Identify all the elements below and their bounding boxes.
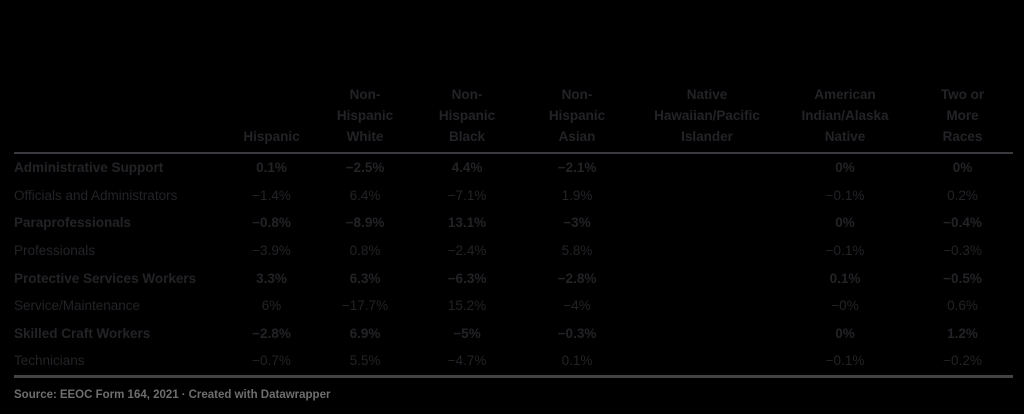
row-label: Professionals bbox=[14, 243, 96, 259]
cell: −17.7% bbox=[341, 298, 389, 314]
cell: 6.4% bbox=[349, 187, 381, 203]
cell: −8.9% bbox=[345, 215, 385, 231]
cell: −0.3% bbox=[557, 325, 597, 341]
column-header-hispanic[interactable]: Hispanic bbox=[243, 129, 300, 144]
cell: −3% bbox=[563, 215, 591, 231]
cell: −2.4% bbox=[447, 243, 487, 259]
cell: −1.4% bbox=[252, 187, 291, 203]
cell: −0.3% bbox=[943, 243, 982, 259]
cell: −0.2% bbox=[943, 353, 982, 369]
cell: 15.2% bbox=[447, 298, 487, 314]
cell: 4.4% bbox=[451, 160, 483, 176]
cell: −2.1% bbox=[557, 160, 597, 176]
column-header-non-hispanic-white[interactable]: Non- Hispanic White bbox=[336, 87, 394, 144]
cell: 1.2% bbox=[947, 325, 978, 341]
column-header-two-or-more-races[interactable]: Two or More Races bbox=[940, 87, 985, 144]
table-row: Protective Services Workers 3.3% 6.3% −6… bbox=[14, 264, 1013, 292]
row-label: Skilled Craft Workers bbox=[14, 325, 151, 341]
table-row: Skilled Craft Workers −2.8% 6.9% −5% −0.… bbox=[14, 320, 1013, 348]
table-row: Paraprofessionals −0.8% −8.9% 13.1% −3% … bbox=[14, 209, 1013, 237]
datawrapper-credit-link[interactable]: Created with Datawrapper bbox=[188, 389, 331, 401]
row-label: Protective Services Workers bbox=[14, 270, 197, 286]
cell: −4.7% bbox=[447, 353, 487, 369]
cell: −0% bbox=[831, 298, 859, 314]
cell: 0.1% bbox=[561, 353, 593, 369]
source-label: Source: bbox=[14, 389, 57, 401]
table-header-row: Hispanic Non- Hispanic White Non- Hispan… bbox=[14, 0, 1013, 154]
table-row: Administrative Support 0.1% −2.5% 4.4% −… bbox=[14, 154, 1013, 182]
column-header-native-hawaiian-pacific-islander[interactable]: Native Hawaiian/Pacific Islander bbox=[654, 87, 760, 144]
table-body: Administrative Support 0.1% −2.5% 4.4% −… bbox=[14, 154, 1013, 378]
cell: 6.9% bbox=[349, 325, 381, 341]
source-note: Source: EEOC Form 164, 2021 · Created with … bbox=[14, 389, 333, 401]
table-row: Technicians −0.7% 5.5% −4.7% 0.1% −0.1% … bbox=[14, 347, 1013, 375]
cell: −2.8% bbox=[557, 270, 597, 286]
row-label: Administrative Support bbox=[14, 160, 164, 176]
cell: 13.1% bbox=[447, 215, 487, 231]
cell: −0.8% bbox=[252, 215, 291, 231]
row-label: Officials and Administrators bbox=[14, 187, 178, 203]
cell: −6.3% bbox=[447, 270, 487, 286]
cell: 0.6% bbox=[947, 298, 978, 314]
column-header-non-hispanic-black[interactable]: Non- Hispanic Black bbox=[438, 87, 496, 144]
cell: 5.8% bbox=[561, 243, 593, 259]
cell: −0.5% bbox=[943, 270, 982, 286]
cell: −5% bbox=[453, 325, 481, 341]
cell: −0.7% bbox=[252, 353, 291, 369]
cell: −7.1% bbox=[447, 187, 487, 203]
cell: 0% bbox=[835, 160, 855, 176]
row-label: Service/Maintenance bbox=[14, 298, 141, 314]
demographics-change-table: Hispanic Non- Hispanic White Non- Hispan… bbox=[14, 0, 1013, 378]
row-label: Technicians bbox=[14, 353, 85, 369]
row-label: Paraprofessionals bbox=[14, 215, 132, 231]
cell: 1.9% bbox=[561, 187, 593, 203]
cell: −0.1% bbox=[825, 243, 865, 259]
cell: 0.1% bbox=[256, 160, 287, 176]
cell: −4% bbox=[563, 298, 591, 314]
cell: 3.3% bbox=[256, 270, 287, 286]
column-header-non-hispanic-asian[interactable]: Non- Hispanic Asian bbox=[548, 87, 606, 144]
cell: 0.8% bbox=[349, 243, 381, 259]
cell: −0.1% bbox=[825, 187, 865, 203]
cell: −3.9% bbox=[252, 243, 291, 259]
table-row: Service/Maintenance 6% −17.7% 15.2% −4% … bbox=[14, 292, 1013, 320]
cell: 5.5% bbox=[349, 353, 381, 369]
cell: 0% bbox=[835, 215, 855, 231]
cell: 6% bbox=[261, 298, 282, 314]
cell: −0.4% bbox=[943, 215, 982, 231]
source-text: EEOC Form 164, 2021 bbox=[59, 389, 179, 401]
cell: −2.5% bbox=[345, 160, 385, 176]
cell: 6.3% bbox=[349, 270, 381, 286]
column-header-american-indian-alaska-native[interactable]: American Indian/Alaska Native bbox=[801, 87, 889, 144]
cell: 0% bbox=[952, 160, 973, 176]
cell: −0.1% bbox=[825, 353, 865, 369]
footer-separator: · bbox=[181, 389, 186, 401]
table-row: Professionals −3.9% 0.8% −2.4% 5.8% −0.1… bbox=[14, 237, 1013, 265]
cell: 0.2% bbox=[947, 187, 978, 203]
cell: −2.8% bbox=[252, 325, 291, 341]
cell: 0% bbox=[835, 325, 855, 341]
table-row: Officials and Administrators −1.4% 6.4% … bbox=[14, 182, 1013, 210]
cell: 0.1% bbox=[829, 270, 861, 286]
